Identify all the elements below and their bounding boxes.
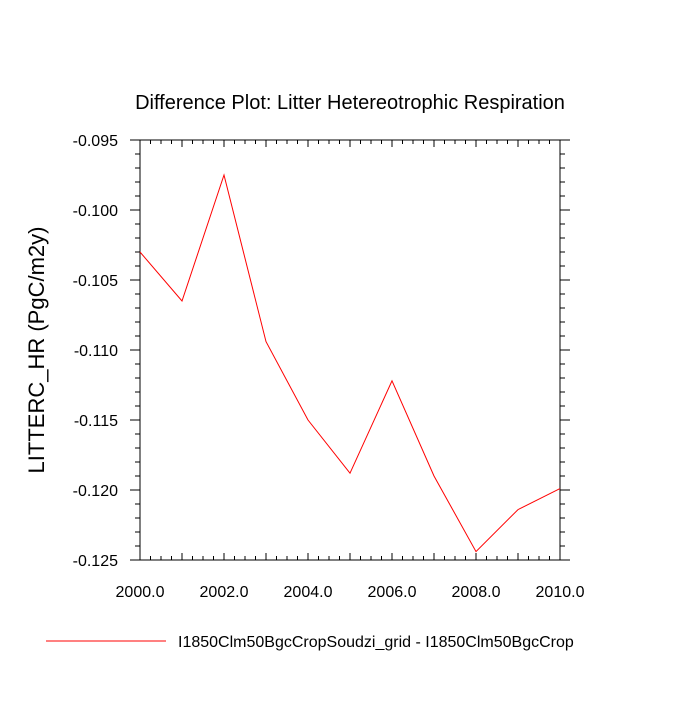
series-line [139, 173, 561, 553]
legend: I1850Clm50BgcCropSoudzi_grid - I1850Clm5… [46, 634, 574, 651]
plot-frame [139, 139, 561, 561]
x-tick-label: 2004.0 [284, 584, 333, 601]
x-tick-label: 2002.0 [200, 584, 249, 601]
minor-ticks [135, 140, 565, 560]
x-tick-label: 2006.0 [368, 584, 417, 601]
x-tick-label: 2000.0 [116, 584, 165, 601]
major-ticks [130, 139, 570, 561]
x-tick-labels: 2000.0 2002.0 2004.0 2006.0 2008.0 2010.0 [116, 584, 585, 601]
legend-label: I1850Clm50BgcCropSoudzi_grid - I1850Clm5… [178, 634, 574, 651]
y-tick-label: -0.110 [74, 343, 118, 360]
series-group [139, 173, 561, 553]
y-tick-label: -0.095 [73, 133, 118, 150]
y-tick-label: -0.100 [73, 203, 118, 220]
y-tick-label: -0.120 [73, 483, 118, 500]
y-tick-labels: -0.095 -0.100 -0.105 -0.110 -0.115 -0.120 -0.1… [73, 133, 118, 570]
chart-title: Difference Plot: Litter Hetereotrophic R… [135, 92, 565, 114]
y-tick-label: -0.125 [73, 553, 118, 570]
y-axis-label: LITTERC_HR (PgC/m2y) [24, 227, 49, 474]
y-tick-label: -0.115 [74, 413, 118, 430]
x-tick-label: 2008.0 [452, 584, 501, 601]
x-tick-label: 2010.0 [536, 584, 585, 601]
y-tick-label: -0.105 [73, 273, 118, 290]
